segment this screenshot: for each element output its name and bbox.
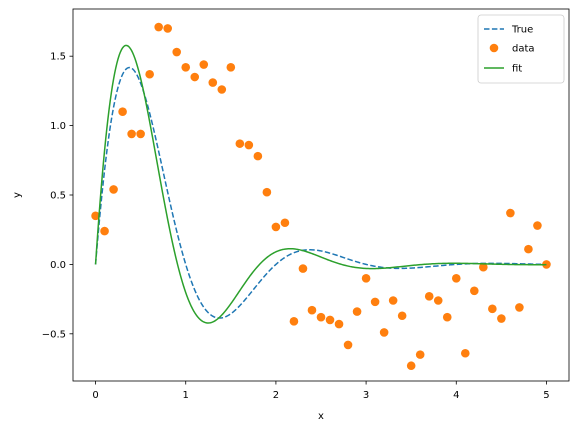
- data-point: [289, 317, 299, 326]
- legend-box: [477, 14, 565, 84]
- data-point: [479, 262, 488, 272]
- data-point: [136, 129, 145, 139]
- data-point: [524, 244, 533, 254]
- data-point: [515, 303, 524, 312]
- data-point: [397, 311, 407, 321]
- x-axis-title: x: [318, 411, 324, 422]
- data-point: [406, 361, 416, 371]
- data-point: [100, 226, 109, 236]
- y-axis-title: y: [12, 192, 23, 198]
- data-point: [109, 185, 118, 194]
- data-point: [506, 208, 515, 218]
- data-point: [253, 151, 263, 161]
- data-point: [172, 47, 182, 57]
- data-point: [352, 307, 362, 316]
- data-point: [488, 304, 497, 314]
- data-point: [235, 139, 245, 148]
- legend-swatch-data: [489, 43, 499, 53]
- legend: True data fit: [477, 14, 565, 84]
- data-point: [217, 85, 227, 94]
- x-tick-label: 4: [453, 390, 459, 401]
- x-tick-label: 1: [183, 390, 189, 401]
- y-tick-label: 0.0: [50, 260, 66, 271]
- data-point: [307, 305, 317, 315]
- data-point: [181, 62, 191, 72]
- y-tick-label: −0.5: [42, 329, 66, 340]
- series-points-data: [91, 22, 551, 371]
- data-point: [316, 312, 326, 322]
- data-point: [208, 78, 218, 87]
- data-point: [271, 222, 281, 232]
- data-point: [542, 260, 551, 269]
- data-point: [415, 350, 425, 359]
- data-point: [91, 211, 100, 221]
- series-line-true: [94, 66, 547, 319]
- data-point: [145, 69, 154, 79]
- data-point: [533, 221, 542, 230]
- data-point: [343, 340, 353, 350]
- legend-label-data: data: [512, 44, 535, 55]
- x-tick-label: 0: [92, 390, 98, 401]
- x-tick-label: 2: [273, 390, 279, 401]
- data-point: [497, 314, 506, 323]
- x-tick-label: 5: [543, 390, 549, 401]
- data-point: [226, 62, 236, 72]
- data-point: [370, 297, 380, 307]
- data-point: [163, 24, 172, 33]
- ticks-layer: 0 1 2 3 4 5 −0.5 0.0 0.5 1.0 1.5: [42, 52, 550, 401]
- data-point: [244, 140, 254, 150]
- data-point: [199, 60, 209, 69]
- data-point: [379, 328, 389, 337]
- data-point: [325, 315, 335, 325]
- data-point: [127, 129, 136, 139]
- data-point: [280, 218, 290, 228]
- data-point: [361, 273, 371, 283]
- series-layer: [91, 22, 551, 371]
- y-tick-label: 0.5: [50, 191, 66, 202]
- data-point: [154, 22, 163, 32]
- series-line-fit: [94, 44, 547, 324]
- data-point: [190, 72, 200, 82]
- data-point: [118, 107, 127, 117]
- data-point: [470, 286, 479, 296]
- data-point: [334, 319, 344, 329]
- x-tick-label: 3: [363, 390, 369, 401]
- data-point: [388, 296, 398, 305]
- data-point: [424, 292, 434, 301]
- y-tick-label: 1.5: [50, 52, 66, 63]
- data-point: [442, 312, 452, 322]
- data-point: [460, 348, 470, 358]
- data-point: [433, 296, 443, 305]
- legend-label-true: True: [511, 25, 533, 36]
- data-point: [262, 187, 272, 197]
- y-tick-label: 1.0: [50, 121, 66, 132]
- data-point: [451, 273, 461, 283]
- data-point: [298, 264, 308, 273]
- legend-label-fit: fit: [512, 64, 522, 75]
